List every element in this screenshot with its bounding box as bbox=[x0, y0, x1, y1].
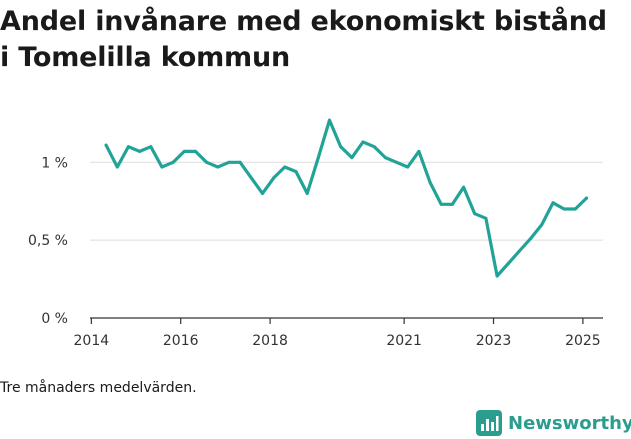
data-point bbox=[361, 140, 365, 144]
y-axis-labels: 0 % 0,5 % 1 % bbox=[28, 155, 68, 327]
brand-logo[interactable]: Newsworthy bbox=[476, 408, 631, 438]
x-tick-label: 2023 bbox=[476, 333, 512, 349]
y-tick-label: 0 % bbox=[41, 311, 68, 327]
brand-name: Newsworthy bbox=[508, 412, 631, 434]
data-point bbox=[126, 145, 130, 149]
data-point bbox=[584, 196, 588, 200]
x-tick-label: 2016 bbox=[163, 333, 199, 349]
data-point bbox=[171, 160, 175, 164]
data-point bbox=[316, 156, 320, 160]
data-point bbox=[350, 156, 354, 160]
data-point bbox=[506, 262, 510, 265]
data-point bbox=[484, 216, 488, 220]
data-point bbox=[260, 191, 264, 195]
y-tick-label: 1 % bbox=[41, 155, 68, 171]
data-point bbox=[428, 181, 432, 185]
data-point bbox=[406, 165, 410, 169]
data-point bbox=[283, 165, 287, 169]
data-point bbox=[227, 160, 231, 164]
data-point bbox=[540, 223, 544, 227]
data-point bbox=[383, 156, 387, 160]
data-point bbox=[562, 207, 566, 211]
series-group bbox=[104, 118, 589, 278]
data-point bbox=[160, 165, 164, 169]
data-point bbox=[149, 145, 153, 149]
chart-title: Andel invånare med ekonomiskt bistånd i … bbox=[0, 6, 607, 73]
bar-chart-logo-icon bbox=[476, 410, 502, 436]
data-point bbox=[339, 145, 343, 149]
x-axis-labels: 2014 2016 2018 2021 2023 2025 bbox=[74, 333, 601, 349]
data-point bbox=[294, 170, 298, 174]
data-point bbox=[193, 149, 197, 153]
data-point bbox=[473, 212, 477, 216]
x-tick-label: 2018 bbox=[252, 333, 288, 349]
data-point bbox=[104, 143, 108, 147]
data-point bbox=[551, 201, 555, 205]
x-axis bbox=[90, 317, 603, 324]
y-tick-label: 0,5 % bbox=[28, 233, 68, 249]
data-point bbox=[462, 185, 466, 189]
data-point bbox=[395, 160, 399, 164]
data-point bbox=[439, 202, 443, 206]
data-point bbox=[573, 207, 577, 211]
data-point bbox=[205, 160, 209, 164]
data-point bbox=[138, 149, 142, 153]
grid-lines bbox=[90, 161, 603, 241]
x-tick-label: 2021 bbox=[386, 333, 422, 349]
data-point bbox=[417, 149, 421, 153]
data-point bbox=[328, 118, 332, 122]
footnote: Tre månaders medelvärden. bbox=[0, 380, 197, 396]
data-point bbox=[216, 165, 220, 169]
data-point bbox=[529, 237, 533, 241]
data-point bbox=[450, 202, 454, 206]
series-line bbox=[104, 118, 589, 278]
data-point bbox=[115, 165, 119, 169]
data-point bbox=[305, 191, 309, 195]
x-tick-label: 2014 bbox=[74, 333, 110, 349]
data-point bbox=[238, 160, 242, 164]
data-point bbox=[517, 249, 521, 253]
data-point bbox=[272, 176, 276, 180]
x-tick-label: 2025 bbox=[565, 333, 601, 349]
data-point bbox=[182, 149, 186, 153]
data-point bbox=[495, 274, 499, 278]
data-point bbox=[372, 145, 376, 149]
data-point bbox=[249, 176, 253, 180]
